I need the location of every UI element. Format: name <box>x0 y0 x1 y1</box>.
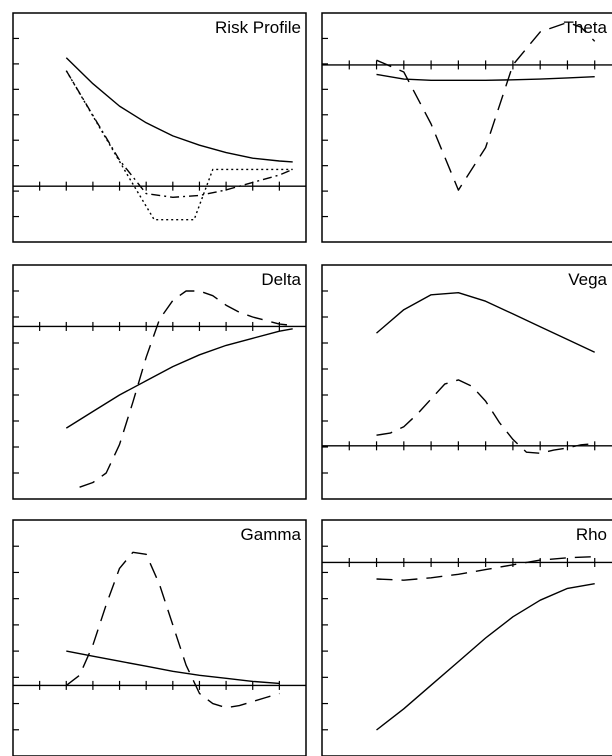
series-line-dotted <box>65 70 293 221</box>
series-line-solid <box>66 650 280 685</box>
plot-frame <box>321 264 612 500</box>
series-line-dashed <box>376 21 596 191</box>
plot-frame <box>12 264 307 500</box>
chart-panel-5: Gamma <box>12 519 307 756</box>
series-line-solid <box>376 292 595 353</box>
panel-title: Risk Profile <box>215 18 301 37</box>
series-line-dashed <box>376 555 595 581</box>
series-line-solid <box>65 57 293 163</box>
series-line-solid <box>376 583 595 731</box>
plot-frame <box>12 12 307 243</box>
panel-title: Gamma <box>241 525 302 544</box>
series-line-dashdot <box>65 70 293 199</box>
series-line-dashed <box>376 379 595 454</box>
series-line-solid <box>65 328 293 429</box>
panel-title: Rho <box>576 525 607 544</box>
series-line-dashed <box>65 551 280 709</box>
series-line-solid <box>376 73 595 82</box>
chart-panel-4: Vega <box>321 264 612 500</box>
chart-panel-3: Delta <box>12 264 307 500</box>
series-line-dashed <box>79 290 293 488</box>
chart-panel-6: Rho <box>321 519 612 756</box>
panel-title: Theta <box>564 18 608 37</box>
plot-frame <box>12 519 307 756</box>
plot-frame <box>321 12 612 243</box>
plot-frame <box>321 519 612 756</box>
chart-panel-2: Theta <box>321 12 612 243</box>
panel-title: Delta <box>261 270 301 289</box>
panel-title: Vega <box>568 270 607 289</box>
chart-panel-1: Risk Profile <box>12 12 307 243</box>
